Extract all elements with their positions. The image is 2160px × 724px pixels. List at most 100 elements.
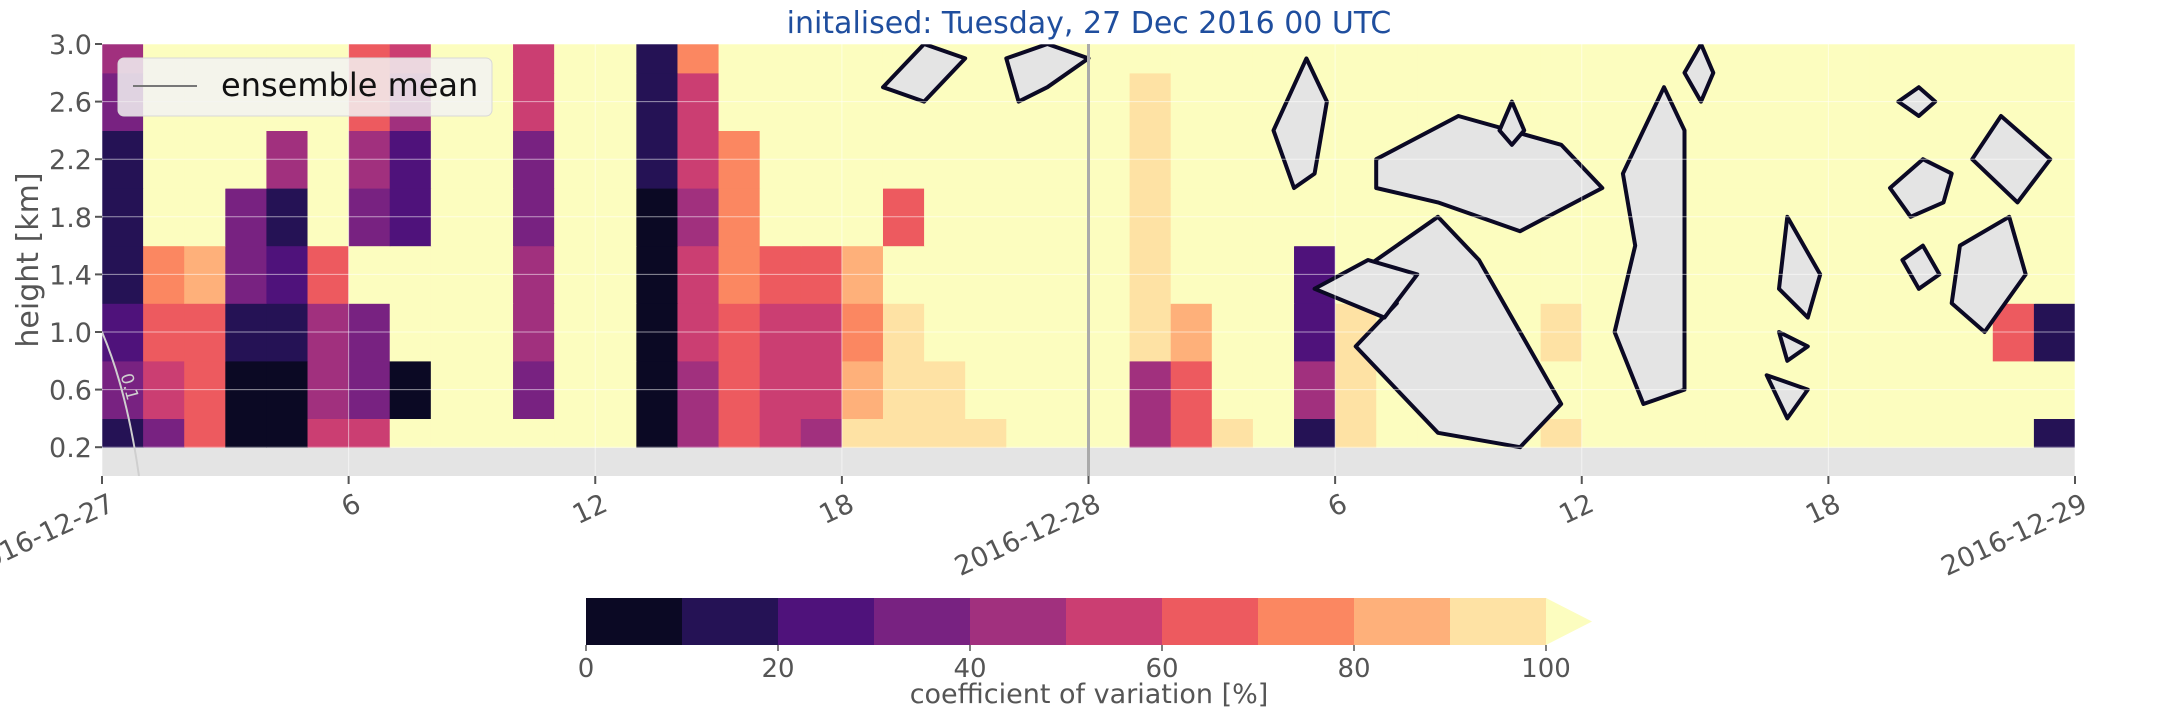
y-tick-label: 1.4 bbox=[49, 260, 92, 291]
colorbar-tick-label: 0 bbox=[578, 654, 595, 684]
cv-cell bbox=[1992, 418, 2035, 448]
colorbar-tick-label: 60 bbox=[1145, 654, 1178, 684]
cv-cell bbox=[1540, 44, 1583, 74]
cv-cell bbox=[430, 418, 473, 448]
colorbar-tick-label: 100 bbox=[1521, 654, 1571, 684]
cv-cell bbox=[389, 418, 432, 448]
colorbar-segment bbox=[778, 598, 875, 645]
colorbar-segment bbox=[682, 598, 779, 645]
cv-cell bbox=[1787, 418, 1829, 448]
cv-cell bbox=[1294, 418, 1336, 448]
missing-region bbox=[1888, 157, 1954, 219]
missing-region bbox=[1497, 99, 1527, 147]
cv-cell bbox=[1746, 418, 1788, 448]
colorbar-segment bbox=[1354, 598, 1451, 645]
cv-cell bbox=[677, 44, 720, 74]
cv-cell bbox=[965, 44, 1007, 74]
cv-cell bbox=[924, 418, 966, 448]
cv-cell bbox=[1951, 418, 1994, 448]
cv-cell bbox=[1417, 44, 1460, 74]
cv-cell bbox=[1047, 418, 1090, 448]
cv-cell bbox=[1705, 418, 1747, 448]
colorbar-segment bbox=[1258, 598, 1355, 645]
cv-cell bbox=[1376, 418, 1418, 448]
cv-cell bbox=[1910, 418, 1953, 448]
cv-cell bbox=[1663, 418, 1706, 448]
colorbar-segment bbox=[586, 598, 683, 645]
colorbar-segment bbox=[1450, 598, 1547, 645]
cv-cell bbox=[1499, 44, 1542, 74]
cv-cell bbox=[718, 44, 761, 74]
cv-cell bbox=[143, 418, 185, 448]
cv-cell bbox=[1170, 418, 1213, 448]
colorbar-segment bbox=[1066, 598, 1163, 645]
y-tick-label: 3.0 bbox=[49, 30, 92, 61]
cv-cell bbox=[1335, 44, 1377, 74]
cv-cell bbox=[1581, 44, 1624, 74]
cv-cell bbox=[1335, 418, 1377, 448]
x-tick-label: 18 bbox=[815, 488, 859, 531]
y-axis-label: height [km] bbox=[11, 172, 46, 347]
cv-cell bbox=[513, 418, 555, 448]
y-tick-label: 0.6 bbox=[49, 376, 92, 407]
cv-cell bbox=[677, 418, 720, 448]
cv-cell bbox=[636, 418, 679, 448]
cv-cell bbox=[841, 418, 884, 448]
cv-cell bbox=[1869, 418, 1912, 448]
y-tick-label: 1.8 bbox=[49, 203, 92, 234]
cv-cell bbox=[225, 418, 268, 448]
cv-cell bbox=[595, 418, 637, 448]
colorbar-segment bbox=[874, 598, 971, 645]
colorbar-label: coefficient of variation [%] bbox=[910, 679, 1269, 710]
chart-title: initalised: Tuesday, 27 Dec 2016 00 UTC bbox=[787, 6, 1392, 41]
x-tick-label: 18 bbox=[1801, 488, 1845, 531]
colorbar-tick-label: 40 bbox=[953, 654, 986, 684]
cv-cell bbox=[1129, 44, 1172, 74]
cv-cell bbox=[800, 418, 843, 448]
missing-region bbox=[1004, 44, 1091, 104]
cv-cell bbox=[800, 44, 843, 74]
cv-cell bbox=[1129, 418, 1172, 448]
cv-cell bbox=[759, 44, 802, 74]
cv-cell bbox=[1170, 44, 1213, 74]
cv-cell bbox=[1252, 44, 1295, 74]
cv-cell bbox=[1088, 418, 1131, 448]
cv-cell bbox=[718, 418, 761, 448]
cv-cell bbox=[1211, 418, 1254, 448]
cv-cell bbox=[1910, 44, 1953, 74]
x-tick-label: 6 bbox=[337, 488, 366, 523]
missing-region bbox=[1374, 114, 1605, 234]
colorbar-extend-arrow bbox=[1546, 598, 1592, 645]
missing-region bbox=[1777, 214, 1823, 320]
x-axis: 2016-12-27 6 12 18 2016-12-28 6 12 18 2016-12-29 bbox=[0, 476, 2092, 583]
cv-cell bbox=[1211, 44, 1254, 74]
cv-cell bbox=[882, 418, 925, 448]
x-tick-label: 12 bbox=[1554, 488, 1598, 531]
missing-region bbox=[1682, 44, 1716, 104]
colorbar-tick-label: 80 bbox=[1337, 654, 1370, 684]
cv-cell bbox=[1746, 44, 1788, 74]
cv-cell bbox=[1787, 44, 1829, 74]
cv-cell bbox=[965, 418, 1007, 448]
cv-cell bbox=[1828, 44, 1871, 74]
cv-cell bbox=[1581, 418, 1624, 448]
cv-cell bbox=[1458, 44, 1501, 74]
x-tick-label: 12 bbox=[568, 488, 612, 531]
cv-cell bbox=[841, 44, 884, 74]
x-tick-label: 2016-12-29 bbox=[1937, 488, 2092, 582]
y-tick-label: 1.0 bbox=[49, 318, 92, 349]
x-tick-label: 2016-12-28 bbox=[950, 488, 1105, 582]
cv-cell bbox=[1376, 44, 1418, 74]
cv-cell bbox=[513, 44, 555, 74]
cv-cell bbox=[1622, 418, 1665, 448]
cv-cell bbox=[184, 418, 226, 448]
y-tick-label: 2.6 bbox=[49, 88, 92, 119]
cv-cell bbox=[1006, 418, 1048, 448]
colorbar-segment bbox=[970, 598, 1067, 645]
y-tick-label: 2.2 bbox=[49, 145, 92, 176]
plot-area: 0.1 bbox=[102, 44, 2075, 476]
x-tick-label: 6 bbox=[1323, 488, 1352, 523]
y-axis: 0.2 0.6 1.0 1.4 1.8 2.2 2.6 3.0 bbox=[49, 30, 102, 464]
